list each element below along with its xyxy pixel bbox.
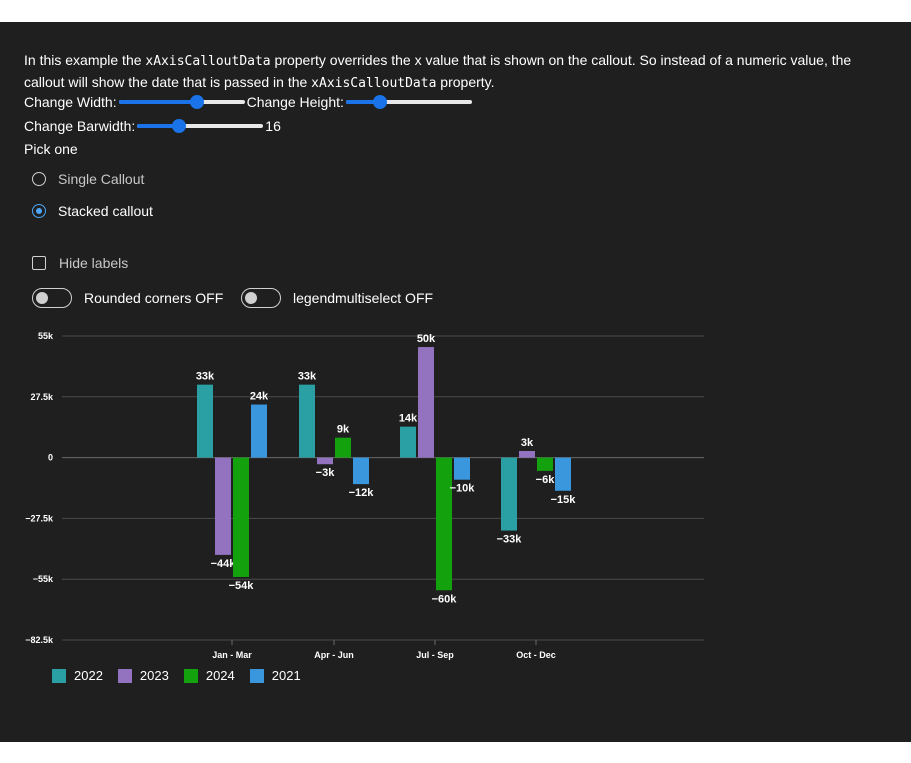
chart-legend: 2022 2023 2024 2021 bbox=[52, 668, 316, 683]
bar-2024 bbox=[537, 457, 553, 471]
height-slider-thumb[interactable] bbox=[372, 95, 387, 109]
bar-2024 bbox=[436, 457, 452, 591]
bar-data-label: 24k bbox=[250, 391, 269, 403]
rounded-corners-toggle[interactable]: Rounded corners OFF bbox=[32, 288, 223, 308]
bar-2022 bbox=[197, 384, 213, 458]
radio-single-label: Single Callout bbox=[58, 171, 145, 187]
height-slider[interactable] bbox=[345, 94, 472, 110]
y-tick-label: 27.5k bbox=[30, 392, 54, 402]
legend-item-2024[interactable]: 2024 bbox=[183, 668, 235, 683]
example-panel: In this example the xAxisCalloutData pro… bbox=[0, 22, 911, 742]
radio-circle-icon[interactable] bbox=[32, 172, 46, 186]
legend-item-2021[interactable]: 2021 bbox=[249, 668, 301, 683]
legend-swatch bbox=[52, 668, 66, 683]
description-part2: property overrides the x value that is s… bbox=[24, 52, 852, 90]
bar-data-label: −12k bbox=[349, 487, 375, 499]
bar-2022 bbox=[299, 384, 315, 458]
description-code2: xAxisCalloutData bbox=[311, 76, 437, 91]
legend-label: 2021 bbox=[271, 668, 301, 683]
legend-swatch bbox=[249, 668, 264, 683]
legend-multiselect-label: legendmultiselect OFF bbox=[293, 290, 434, 306]
bar-2023 bbox=[418, 347, 434, 458]
bar-data-label: −33k bbox=[497, 534, 523, 546]
bar-data-label: −54k bbox=[229, 580, 255, 592]
legend-swatch bbox=[117, 668, 132, 683]
bar-data-label: −6k bbox=[536, 474, 556, 486]
bar-data-label: 3k bbox=[521, 437, 534, 449]
description-part3: property. bbox=[436, 74, 495, 90]
y-tick-label: −27.5k bbox=[25, 513, 54, 523]
bar-data-label: 33k bbox=[196, 371, 215, 383]
bar-2023 bbox=[215, 457, 231, 555]
description-code1: xAxisCalloutData bbox=[145, 54, 271, 69]
y-tick-label: −55k bbox=[33, 574, 54, 584]
bar-2023 bbox=[317, 457, 333, 465]
hide-labels-text: Hide labels bbox=[59, 255, 129, 271]
bar-2021 bbox=[251, 404, 267, 458]
bar-data-label: −10k bbox=[450, 483, 476, 495]
height-label: Change Height: bbox=[246, 94, 344, 110]
radio-single-callout[interactable]: Single Callout bbox=[32, 171, 144, 187]
bar-2022 bbox=[400, 426, 416, 458]
barwidth-slider-thumb[interactable] bbox=[171, 119, 186, 133]
legend-item-2022[interactable]: 2022 bbox=[52, 668, 103, 683]
bar-2021 bbox=[454, 457, 470, 480]
radio-checked-icon[interactable] bbox=[32, 204, 46, 218]
radio-stacked-label: Stacked callout bbox=[58, 203, 153, 219]
bar-data-label: 14k bbox=[399, 413, 418, 425]
bar-data-label: −3k bbox=[316, 467, 336, 479]
bar-2023 bbox=[519, 450, 535, 458]
description-part1: In this example the bbox=[24, 52, 146, 68]
x-tick-label: Oct - Dec bbox=[516, 650, 556, 660]
bar-data-label: 50k bbox=[417, 333, 436, 345]
toggle-switch-icon[interactable] bbox=[241, 288, 281, 308]
bar-2021 bbox=[353, 457, 369, 485]
toggle-switch-icon[interactable] bbox=[32, 288, 72, 308]
pick-one-text: Pick one bbox=[24, 141, 78, 157]
bar-2021 bbox=[555, 457, 571, 491]
legend-label: 2023 bbox=[139, 668, 169, 683]
bar-data-label: −44k bbox=[211, 558, 237, 570]
x-tick-label: Jul - Sep bbox=[416, 650, 454, 660]
y-tick-label: 55k bbox=[38, 331, 54, 341]
x-tick-label: Jan - Mar bbox=[212, 650, 252, 660]
y-tick-label: 0 bbox=[48, 453, 53, 463]
barwidth-controls-row: Change Barwidth: 16 bbox=[24, 118, 281, 134]
bar-data-label: 33k bbox=[298, 371, 317, 383]
width-slider[interactable] bbox=[118, 94, 245, 110]
legend-multiselect-toggle[interactable]: legendmultiselect OFF bbox=[241, 288, 433, 308]
x-tick-label: Apr - Jun bbox=[314, 650, 354, 660]
barwidth-label: Change Barwidth: bbox=[24, 118, 136, 134]
width-label: Change Width: bbox=[24, 94, 117, 110]
description-text: In this example the xAxisCalloutData pro… bbox=[24, 50, 884, 94]
bar-2024 bbox=[335, 437, 351, 458]
bar-2024 bbox=[233, 457, 249, 577]
legend-item-2023[interactable]: 2023 bbox=[117, 668, 169, 683]
radio-stacked-callout[interactable]: Stacked callout bbox=[32, 203, 153, 219]
hide-labels-checkbox[interactable]: Hide labels bbox=[32, 255, 128, 271]
legend-swatch bbox=[183, 668, 198, 683]
legend-label: 2024 bbox=[205, 668, 235, 683]
bar-data-label: −15k bbox=[551, 494, 577, 506]
checkbox-icon[interactable] bbox=[32, 256, 46, 270]
barwidth-slider[interactable] bbox=[137, 118, 264, 134]
pick-one-label: Pick one bbox=[24, 141, 78, 157]
bar-data-label: −60k bbox=[432, 593, 458, 605]
size-controls-row: Change Width: Change Height: bbox=[24, 94, 474, 110]
bar-2022 bbox=[501, 457, 517, 531]
legend-label: 2022 bbox=[74, 668, 103, 683]
width-slider-thumb[interactable] bbox=[189, 95, 204, 109]
y-tick-label: −82.5k bbox=[25, 635, 54, 645]
rounded-corners-label: Rounded corners OFF bbox=[84, 290, 224, 306]
bar-data-label: 9k bbox=[337, 424, 350, 436]
barwidth-readout: 16 bbox=[265, 118, 281, 134]
